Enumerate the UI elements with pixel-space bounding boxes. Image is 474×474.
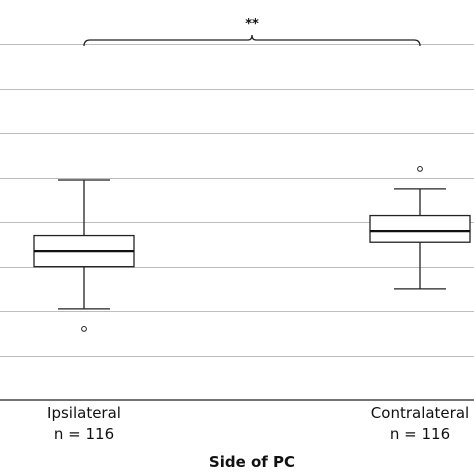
sample-size-label: n = 116 [390, 425, 450, 443]
box-ipsilateral: Ipsilateral n = 116 [33, 179, 135, 443]
sample-size-label: n = 116 [54, 425, 114, 443]
bracket-line [83, 34, 421, 47]
category-label: Ipsilateral [47, 404, 121, 422]
category-label: Contralateral [371, 404, 469, 422]
boxes: Ipsilateral n = 116 Contralateral n = 116 [33, 165, 471, 443]
significance-bracket: ** [83, 17, 421, 47]
x-axis-label: Side of PC [209, 453, 295, 471]
outlier-point [81, 325, 87, 332]
box-contralateral: Contralateral n = 116 [369, 165, 471, 443]
gridlines [0, 44, 474, 357]
outlier-point [417, 165, 423, 172]
iqr-box [369, 214, 471, 243]
significance-label: ** [245, 17, 259, 32]
